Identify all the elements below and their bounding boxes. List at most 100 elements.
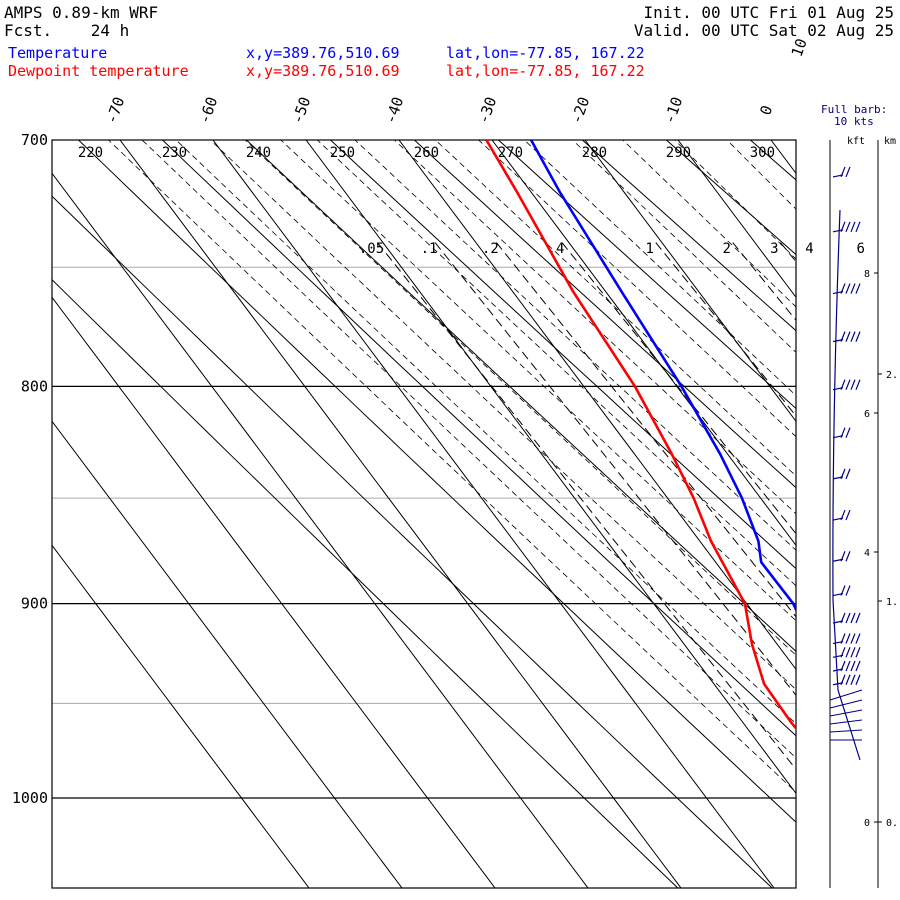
dry-adiabat-label: 230 [162, 145, 187, 161]
wind-barb-flag [855, 221, 861, 233]
legend-dewpoint-label: Dewpoint temperature [8, 62, 189, 80]
wind-barb-flag [850, 674, 856, 685]
wind-barb-flag [850, 283, 856, 294]
wind-barb-flag [845, 612, 851, 624]
isotherm-line [52, 420, 403, 888]
moist-adiabat [622, 140, 796, 308]
moist-adiabat [571, 140, 796, 353]
moist-adiabat [393, 140, 796, 515]
isotherm-tick-label: -20 [567, 94, 593, 126]
moist-adiabat [209, 140, 796, 691]
wind-barb-flag [840, 612, 846, 624]
moist-adiabat [175, 140, 796, 725]
wind-barb-flag [855, 379, 861, 390]
isotherm-line [584, 140, 796, 423]
wind-barb-flag [855, 647, 861, 658]
mixing-ratio-label: 4 [805, 241, 813, 257]
mixing-ratio-line [434, 242, 796, 697]
wind-barb-flag [850, 379, 856, 390]
dry-adiabat [329, 140, 796, 570]
dry-adiabat [245, 140, 796, 652]
moist-adiabat [478, 140, 796, 438]
wind-barb [832, 331, 861, 343]
dry-adiabat [52, 278, 679, 888]
wind-barb-flag [840, 379, 846, 390]
plot-frame [51, 139, 797, 889]
wind-barb-flag [850, 647, 856, 658]
wind-barb-flag [850, 660, 856, 672]
pressure-tick-label: 1000 [12, 789, 48, 807]
legend-temperature-xy: x,y=389.76,510.69 [246, 44, 400, 62]
isotherm-tick-label: -50 [288, 94, 314, 126]
wind-barb-flag [840, 468, 846, 480]
dry-adiabat [645, 0, 900, 900]
wind-barb-flag [845, 221, 851, 233]
dry-adiabat [497, 140, 796, 410]
km-tick-label: 1. [886, 597, 898, 608]
dry-adiabat-label: 240 [246, 145, 271, 161]
dry-adiabat [581, 140, 796, 332]
pressure-tick-label: 700 [21, 131, 48, 149]
isotherm-line [212, 140, 775, 888]
kft-tick-label: 6 [864, 409, 870, 420]
mixing-ratio-line [496, 242, 796, 618]
barb-legend-line2: 10 kts [834, 115, 874, 128]
moist-adiabat [523, 140, 796, 397]
dewpoint-profile [485, 140, 796, 731]
wind-barb-flag [845, 633, 851, 644]
wind-barb [832, 612, 861, 624]
moist-adiabat [354, 140, 796, 551]
wind-barb [832, 221, 861, 233]
wind-barb-fan [829, 699, 863, 709]
km-tick-label: 0. [886, 818, 898, 829]
wind-barb-flag [845, 551, 851, 562]
mixing-ratio-line [732, 242, 796, 322]
dry-adiabat-label: 270 [498, 145, 523, 161]
dry-adiabat-label: 290 [666, 145, 691, 161]
barb-legend-line1: Full barb: [821, 103, 887, 116]
mixing-ratio-label: 3 [770, 241, 778, 257]
wind-barb-flag [855, 674, 861, 685]
forecast-hour: Fcst. 24 h [4, 21, 130, 40]
temperature-profile [529, 140, 796, 613]
dry-adiabat-label: 250 [330, 145, 355, 161]
legend-temperature-latlon: lat,lon=-77.85, 167.22 [446, 44, 645, 62]
wind-barb [832, 633, 861, 645]
pressure-tick-label: 800 [21, 377, 48, 395]
moist-adiabat [280, 140, 796, 622]
isotherm-tick-label: 0 [756, 103, 776, 118]
wind-barb-flag [840, 647, 846, 658]
wind-barb-flag [845, 283, 851, 294]
mixing-ratio-line [815, 243, 900, 900]
wind-barb [832, 647, 861, 658]
legend-dewpoint-latlon: lat,lon=-77.85, 167.22 [446, 62, 645, 80]
moist-adiabat [726, 140, 796, 210]
wind-barb-flag [845, 468, 851, 480]
wind-barb [832, 509, 851, 521]
pressure-tick-label: 900 [21, 595, 48, 613]
wind-barb-flag [840, 283, 846, 294]
dry-adiabat [749, 140, 796, 181]
wind-barb [832, 283, 861, 295]
wind-barb [832, 379, 861, 391]
wind-barb-flag [855, 633, 861, 644]
wind-barb-fan [829, 689, 863, 701]
isotherm-tick-label: -70 [102, 94, 128, 126]
wind-barb-flag [845, 674, 851, 685]
isotherm-line [491, 140, 796, 547]
kft-label: kft [847, 136, 865, 147]
dry-adiabat [727, 0, 900, 900]
mixing-ratio-line [780, 242, 796, 263]
isotherm-tick-label: -30 [474, 94, 500, 126]
wind-barb-flag [840, 427, 846, 438]
mixing-ratio-label: .2 [482, 241, 499, 257]
wind-barb [832, 166, 851, 178]
mixing-ratio-label: .05 [359, 241, 384, 257]
kft-tick-label: 4 [864, 548, 870, 559]
wind-barb-flag [840, 166, 846, 178]
wind-barb [832, 674, 861, 686]
mixing-ratio-line [867, 243, 900, 900]
